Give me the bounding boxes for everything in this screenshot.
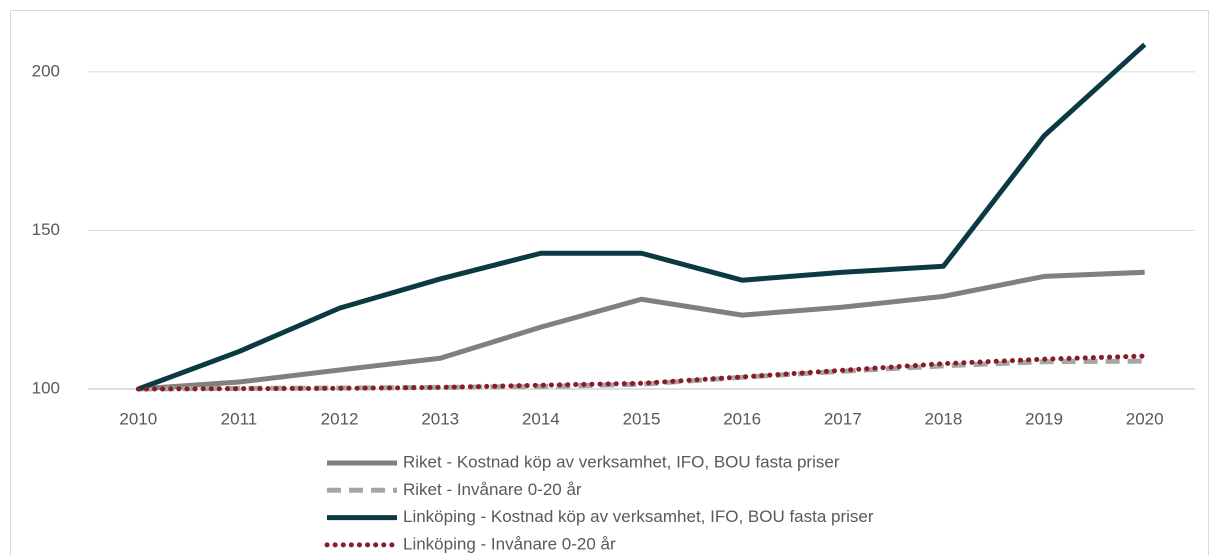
- legend-label: Linköping - Kostnad köp av verksamhet, I…: [403, 507, 874, 526]
- x-tick-label: 2017: [824, 409, 862, 428]
- x-tick-label: 2010: [119, 409, 157, 428]
- chart-border: [10, 10, 1209, 555]
- x-tick-label: 2012: [321, 409, 359, 428]
- data-line: [137, 42, 1147, 392]
- legend-label: Riket - Kostnad köp av verksamhet, IFO, …: [403, 452, 840, 471]
- x-tick-label: 2014: [522, 409, 560, 428]
- legend-label: Linköping - Invånare 0-20 år: [403, 534, 616, 553]
- y-tick-label: 100: [32, 378, 60, 397]
- x-tick-label: 2013: [421, 409, 459, 428]
- x-tick-label: 2011: [221, 409, 258, 428]
- x-tick-label: 2015: [623, 409, 661, 428]
- y-tick-label: 150: [32, 220, 60, 239]
- x-tick-label: 2018: [924, 409, 962, 428]
- x-tick-label: 2019: [1025, 409, 1063, 428]
- legend-label: Riket - Invånare 0-20 år: [403, 480, 582, 499]
- data-line: [138, 269, 1145, 392]
- x-tick-label: 2020: [1126, 409, 1164, 428]
- x-tick-label: 2016: [723, 409, 761, 428]
- y-tick-label: 200: [32, 61, 60, 80]
- data-line: [135, 353, 1148, 392]
